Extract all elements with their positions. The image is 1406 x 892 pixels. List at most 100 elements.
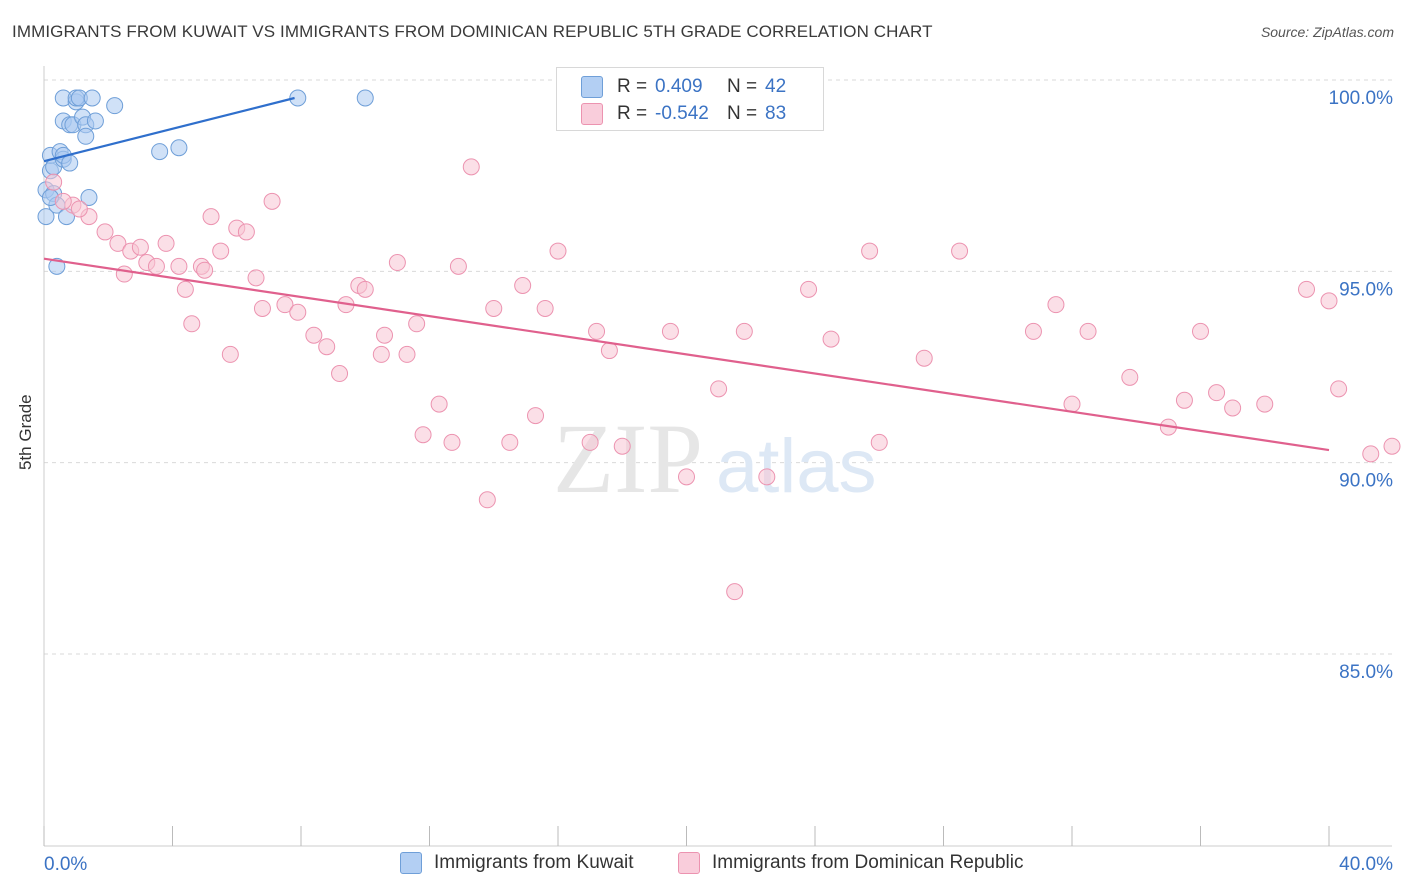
dominican-point [1024, 322, 1042, 340]
kuwait-point [37, 208, 55, 226]
dominican-point [588, 322, 606, 340]
watermark: ZIP atlas [553, 403, 877, 514]
dominican-point [331, 365, 349, 383]
dominican-point [758, 468, 776, 486]
dominican-point [131, 238, 149, 256]
dominican-point [1330, 380, 1348, 398]
dominican-point [263, 192, 281, 210]
dominican-point [398, 345, 416, 363]
dominican-point [170, 257, 188, 275]
dominican-point [462, 158, 480, 176]
dominican-point [1192, 322, 1209, 340]
dominican-point [861, 242, 879, 260]
dominican-point [157, 234, 175, 252]
legend-r-value: 0.409 [655, 76, 703, 97]
legend-r-value: -0.542 [655, 103, 709, 124]
dominican-point [443, 433, 461, 451]
series-dominican [45, 158, 1401, 601]
y-tick-label: 85.0% [1339, 662, 1393, 683]
dominican-swatch [678, 852, 700, 874]
kuwait-point [83, 89, 101, 107]
kuwait-label: Immigrants from Kuwait [434, 852, 634, 873]
source-label: Source: ZipAtlas.com [1260, 24, 1394, 40]
dominican-point [356, 280, 374, 298]
dominican-point [1063, 395, 1081, 413]
dominican-point [1362, 445, 1380, 463]
dominican-point [1256, 395, 1274, 413]
dominican-point [1224, 399, 1242, 417]
legend-n-label: N = [727, 103, 758, 124]
dominican-point [376, 326, 394, 344]
stats-legend: R = 0.409 N = 42 R = -0.542 N = 83 [556, 67, 824, 131]
dominican-point [822, 330, 840, 348]
dominican-point [501, 433, 519, 451]
dominican-point [305, 326, 323, 344]
dominican-point [276, 296, 294, 314]
dominican-point [449, 257, 467, 275]
dominican-point [318, 338, 336, 356]
dominican-point [54, 192, 72, 210]
dominican-point [485, 299, 503, 317]
dominican-point [915, 349, 933, 367]
kuwait-swatch [581, 76, 603, 98]
dominican-point [735, 322, 753, 340]
dominican-point [372, 345, 390, 363]
dominican-point [253, 299, 271, 317]
dominican-point [1298, 280, 1316, 298]
kuwait-point [80, 188, 98, 206]
legend-n-label: N = [727, 76, 758, 97]
kuwait-point [77, 127, 95, 145]
watermark-zip: ZIP [553, 403, 703, 514]
dominican-point [726, 583, 744, 601]
tick-labels: 85.0% 90.0% 95.0% 100.0% 0.0% 40.0% [44, 88, 1393, 875]
y-tick-label: 100.0% [1329, 88, 1394, 109]
dominican-point [514, 277, 532, 295]
dominican-point [613, 437, 631, 455]
dominican-point [196, 261, 214, 279]
dominican-point [678, 468, 695, 486]
bottom-legend-dominican: Immigrants from Dominican Republic [678, 852, 1024, 874]
kuwait-point [151, 143, 169, 161]
dominican-point [800, 280, 818, 298]
dominican-point [176, 280, 194, 298]
kuwait-point [356, 89, 374, 107]
dominican-point [388, 254, 406, 272]
trend-lines [43, 96, 1330, 452]
dominican-point [536, 299, 554, 317]
kuwait-point [48, 257, 66, 275]
dominican-point [408, 315, 426, 333]
dominican-point [1320, 292, 1338, 310]
dominican-point [289, 303, 307, 321]
kuwait-trend-line [43, 96, 295, 163]
kuwait-point [86, 112, 104, 130]
dominican-trend-line [43, 257, 1330, 452]
dominican-point [430, 395, 448, 413]
dominican-point [1079, 322, 1097, 340]
kuwait-point [289, 89, 307, 107]
dominican-point [212, 242, 230, 260]
grid-lines [44, 79, 1392, 655]
dominican-point [661, 322, 679, 340]
dominican-point [109, 234, 127, 252]
kuwait-point [170, 139, 188, 157]
kuwait-point [61, 154, 79, 172]
dominican-point [1208, 384, 1226, 402]
legend-n-value: 42 [765, 76, 787, 97]
dominican-point [549, 242, 567, 260]
dominican-point [600, 342, 618, 360]
legend-row-kuwait: R = 0.409 N = 42 [557, 74, 786, 100]
y-tick-label: 95.0% [1339, 279, 1393, 300]
dominican-point [96, 223, 114, 241]
dominican-point [237, 223, 255, 241]
dominican-label: Immigrants from Dominican Republic [712, 852, 1024, 873]
dominican-point [951, 242, 969, 260]
watermark-atlas: atlas [716, 424, 877, 509]
dominican-point [115, 265, 133, 283]
chart-title: IMMIGRANTS FROM KUWAIT VS IMMIGRANTS FRO… [12, 22, 933, 41]
dominican-point [221, 345, 239, 363]
dominican-point [414, 426, 432, 444]
legend-row-dominican: R = -0.542 N = 83 [557, 101, 786, 127]
legend-n-value: 83 [765, 103, 787, 124]
x-tick-label: 40.0% [1339, 854, 1393, 875]
dominican-point [183, 315, 201, 333]
